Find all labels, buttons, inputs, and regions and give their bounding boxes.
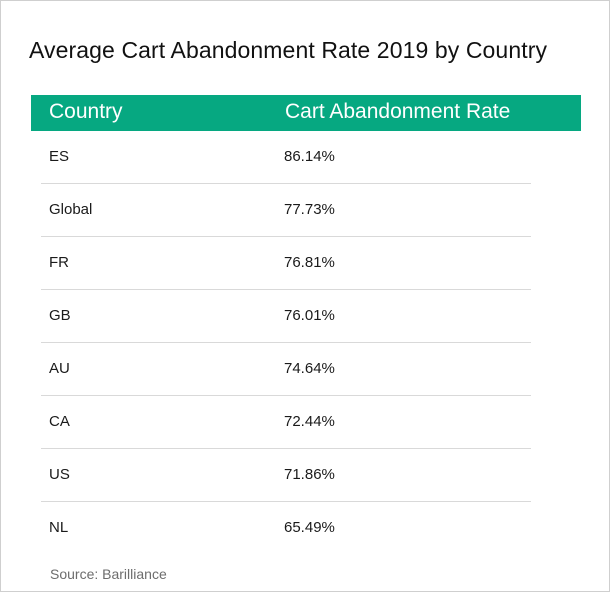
- source-note: Source: Barilliance: [50, 566, 167, 582]
- table-row: Global 77.73%: [41, 184, 531, 237]
- table-header: Country Cart Abandonment Rate: [31, 95, 581, 131]
- country-cell: AU: [49, 360, 70, 377]
- country-cell: ES: [49, 148, 70, 165]
- rate-cell: 71.86%: [284, 466, 335, 483]
- country-cell: GB: [49, 307, 71, 324]
- column-header-country: Country: [49, 100, 123, 123]
- rate-cell: 76.81%: [284, 254, 335, 271]
- country-cell: US: [49, 466, 70, 483]
- chart-title: Average Cart Abandonment Rate 2019 by Co…: [29, 37, 548, 63]
- rate-cell: 65.49%: [284, 519, 335, 536]
- table-row: CA 72.44%: [41, 396, 531, 449]
- rate-cell: 72.44%: [284, 413, 335, 430]
- country-cell: CA: [49, 413, 70, 430]
- rate-cell: 77.73%: [284, 201, 335, 218]
- table-row: AU 74.64%: [41, 343, 531, 396]
- table-row: GB 76.01%: [41, 290, 531, 343]
- table-row: FR 76.81%: [41, 237, 531, 290]
- country-cell: FR: [49, 254, 69, 271]
- table-row: NL 65.49%: [41, 502, 531, 554]
- country-cell: NL: [49, 519, 69, 536]
- table-body: ES 86.14% Global 77.73% FR 76.81% GB 76.…: [41, 131, 531, 554]
- table-row: US 71.86%: [41, 449, 531, 502]
- rate-cell: 86.14%: [284, 148, 335, 165]
- table-row: ES 86.14%: [41, 131, 531, 184]
- rate-cell: 76.01%: [284, 307, 335, 324]
- column-header-rate: Cart Abandonment Rate: [285, 100, 511, 123]
- rate-cell: 74.64%: [284, 360, 335, 377]
- country-cell: Global: [49, 201, 93, 218]
